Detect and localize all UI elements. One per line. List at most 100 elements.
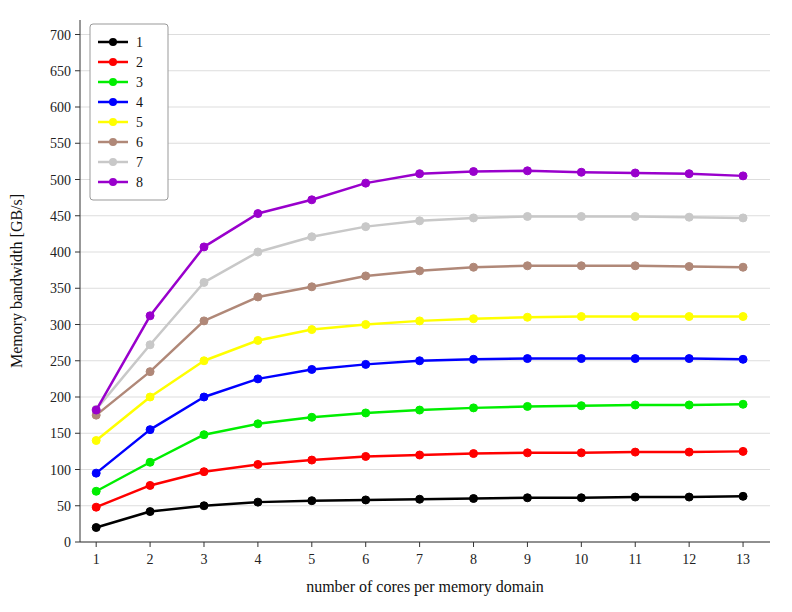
series-marker bbox=[416, 495, 424, 503]
x-tick-label: 8 bbox=[470, 552, 477, 567]
series-marker bbox=[254, 460, 262, 468]
series-marker bbox=[523, 167, 531, 175]
series bbox=[92, 492, 747, 531]
series-marker bbox=[416, 406, 424, 414]
series-marker bbox=[577, 313, 585, 321]
grid-line bbox=[80, 288, 770, 289]
y-tick bbox=[75, 360, 80, 361]
grid-line bbox=[80, 505, 770, 506]
series-marker bbox=[631, 313, 639, 321]
legend-marker bbox=[109, 158, 117, 166]
series-marker bbox=[146, 393, 154, 401]
y-tick-label: 0 bbox=[64, 535, 71, 550]
x-tick bbox=[635, 542, 636, 547]
series-marker bbox=[362, 321, 370, 329]
x-tick-label: 12 bbox=[682, 552, 696, 567]
x-axis-line bbox=[80, 542, 770, 543]
series-marker bbox=[685, 493, 693, 501]
x-tick bbox=[257, 542, 258, 547]
axes: 1234567891011121305010015020025030035040… bbox=[50, 20, 770, 567]
x-tick-label: 6 bbox=[362, 552, 369, 567]
series-marker bbox=[254, 498, 262, 506]
series-marker bbox=[146, 458, 154, 466]
series-marker bbox=[200, 431, 208, 439]
series-marker bbox=[92, 437, 100, 445]
series-marker bbox=[254, 375, 262, 383]
y-tick-label: 350 bbox=[50, 281, 71, 296]
series-marker bbox=[523, 449, 531, 457]
series-marker bbox=[523, 212, 531, 220]
series-line bbox=[96, 317, 743, 441]
series bbox=[92, 167, 747, 414]
series-marker bbox=[308, 497, 316, 505]
y-tick-label: 100 bbox=[50, 463, 71, 478]
series-line bbox=[96, 451, 743, 507]
y-tick-label: 300 bbox=[50, 318, 71, 333]
series-marker bbox=[308, 365, 316, 373]
legend-label: 6 bbox=[136, 135, 143, 150]
x-tick bbox=[150, 542, 151, 547]
series-marker bbox=[685, 213, 693, 221]
series-marker bbox=[362, 179, 370, 187]
series-marker bbox=[470, 263, 478, 271]
series-line bbox=[96, 266, 743, 415]
x-tick bbox=[96, 542, 97, 547]
series-marker bbox=[685, 448, 693, 456]
series-marker bbox=[308, 233, 316, 241]
series-marker bbox=[739, 492, 747, 500]
legend-marker bbox=[109, 58, 117, 66]
grid-line bbox=[80, 143, 770, 144]
series-marker bbox=[739, 400, 747, 408]
y-tick bbox=[75, 179, 80, 180]
series-marker bbox=[631, 448, 639, 456]
series bbox=[92, 400, 747, 495]
series-marker bbox=[523, 402, 531, 410]
x-tick-label: 9 bbox=[524, 552, 531, 567]
y-tick-label: 500 bbox=[50, 173, 71, 188]
y-tick bbox=[75, 143, 80, 144]
grid-line bbox=[80, 179, 770, 180]
x-tick-label: 5 bbox=[308, 552, 315, 567]
series-marker bbox=[200, 502, 208, 510]
series-line bbox=[96, 359, 743, 474]
grid-line bbox=[80, 252, 770, 253]
legend-marker bbox=[109, 38, 117, 46]
x-tick bbox=[581, 542, 582, 547]
series-marker bbox=[254, 293, 262, 301]
legend-label: 8 bbox=[136, 175, 143, 190]
series bbox=[92, 447, 747, 511]
series-marker bbox=[631, 355, 639, 363]
y-tick bbox=[75, 215, 80, 216]
y-tick-label: 200 bbox=[50, 390, 71, 405]
series-marker bbox=[254, 210, 262, 218]
legend-box bbox=[90, 24, 168, 200]
series-marker bbox=[200, 393, 208, 401]
series-marker bbox=[146, 368, 154, 376]
series-marker bbox=[739, 313, 747, 321]
series-marker bbox=[577, 355, 585, 363]
grid-line bbox=[80, 324, 770, 325]
series-marker bbox=[92, 524, 100, 532]
y-tick bbox=[75, 252, 80, 253]
series-marker bbox=[200, 468, 208, 476]
series-marker bbox=[739, 447, 747, 455]
x-tick-label: 13 bbox=[736, 552, 750, 567]
legend-marker bbox=[109, 98, 117, 106]
series-marker bbox=[577, 402, 585, 410]
series-marker bbox=[470, 404, 478, 412]
series-marker bbox=[92, 469, 100, 477]
series-marker bbox=[362, 360, 370, 368]
legend: 12345678 bbox=[90, 24, 168, 200]
y-tick-label: 450 bbox=[50, 209, 71, 224]
series-marker bbox=[739, 355, 747, 363]
series-marker bbox=[92, 503, 100, 511]
series-marker bbox=[577, 168, 585, 176]
legend-marker bbox=[109, 138, 117, 146]
series-marker bbox=[254, 336, 262, 344]
legend-label: 2 bbox=[136, 55, 143, 70]
series-marker bbox=[200, 317, 208, 325]
x-tick bbox=[311, 542, 312, 547]
series-marker bbox=[254, 248, 262, 256]
legend-label: 3 bbox=[136, 75, 143, 90]
series-marker bbox=[470, 168, 478, 176]
